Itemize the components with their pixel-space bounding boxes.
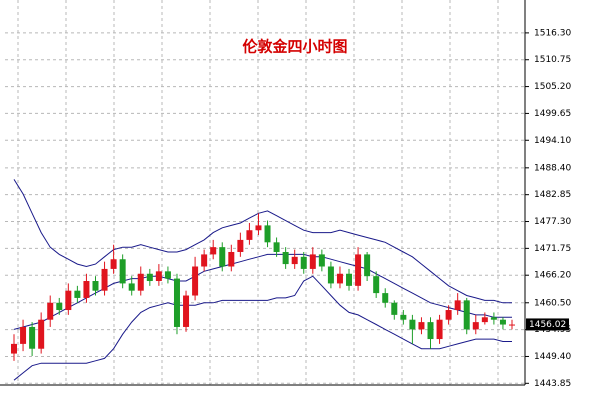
candle-body [56, 302, 63, 311]
candle-body [355, 254, 362, 286]
candle-body [490, 317, 497, 320]
candle-body [264, 225, 271, 243]
candle-body [509, 324, 515, 326]
candle-body [47, 302, 54, 320]
candle-body [463, 300, 470, 330]
y-tick-label: 1516.30 [534, 28, 571, 38]
candle-body [472, 322, 479, 330]
candle-body [445, 310, 452, 320]
candle-body [137, 273, 144, 291]
candle-body [146, 273, 153, 282]
y-tick-label: 1494.10 [534, 136, 571, 146]
candle-body [454, 300, 461, 311]
bollinger-band [13, 275, 512, 381]
bollinger-band [13, 179, 512, 304]
chart-title: 伦敦金四小时图 [242, 38, 347, 56]
y-tick-label: 1460.50 [534, 298, 571, 308]
candle-body [391, 302, 398, 315]
candle-body [237, 239, 244, 252]
candle-body [273, 242, 280, 252]
candle-body [101, 268, 108, 291]
candle-body [255, 225, 262, 231]
candle-body [282, 251, 289, 265]
y-tick-label: 1477.30 [534, 217, 571, 227]
candle-body [83, 281, 90, 298]
candle-body [38, 319, 45, 349]
candle-body [418, 322, 425, 330]
candle-body [228, 251, 235, 267]
candle-body [382, 293, 389, 303]
candle-body [119, 259, 126, 284]
y-tick-label: 1488.40 [534, 163, 571, 173]
candle-body [74, 290, 81, 298]
candle-body [201, 254, 208, 267]
candle-body [192, 266, 199, 296]
candle-body [336, 273, 343, 284]
candle-body [300, 256, 307, 269]
candle-body [65, 290, 72, 311]
candle-body [291, 256, 298, 265]
candle-body [409, 319, 416, 330]
candle-body [346, 273, 353, 286]
candle-body [318, 254, 325, 267]
candle-body [11, 343, 17, 354]
candle-body [219, 247, 226, 267]
candle-body [164, 271, 171, 279]
candle-body [481, 317, 488, 323]
candle-body [173, 278, 180, 327]
candle-body [400, 314, 407, 320]
candle-body [29, 326, 36, 349]
candle-body [436, 319, 443, 340]
candle-body [246, 230, 253, 240]
candle-body [128, 283, 135, 291]
candle-body [20, 326, 27, 344]
y-tick-label: 1482.85 [534, 190, 571, 200]
candle-body [92, 281, 99, 291]
candle-body [364, 254, 371, 277]
candle-body [427, 322, 434, 340]
bollinger-band [13, 253, 512, 330]
y-tick-label: 1443.85 [534, 379, 571, 389]
candle-body [183, 295, 190, 327]
candle-body [155, 271, 162, 282]
candle-body [373, 276, 380, 294]
last-price-label: 1456.02 [529, 320, 566, 330]
y-tick-label: 1466.20 [534, 271, 571, 281]
y-tick-label: 1499.65 [534, 109, 571, 119]
y-tick-label: 1505.20 [534, 82, 571, 92]
candle-body [327, 266, 334, 284]
candle-body [309, 254, 316, 269]
candle-body [210, 247, 217, 255]
y-tick-label: 1510.75 [534, 55, 571, 65]
last-price-box [526, 318, 569, 331]
candle-body [110, 259, 117, 269]
candle-body [499, 319, 506, 325]
y-tick-label: 1471.75 [534, 244, 571, 254]
y-tick-label: 1449.40 [534, 352, 571, 362]
